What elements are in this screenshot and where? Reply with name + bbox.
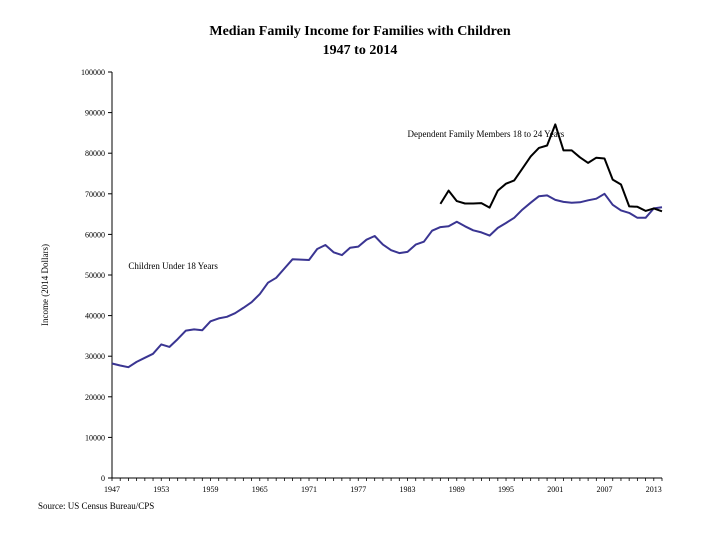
y-tick-label: 70000 — [85, 190, 105, 199]
x-tick-label: 1995 — [498, 485, 514, 494]
x-tick-label: 1983 — [400, 485, 416, 494]
series-line-1 — [111, 192, 663, 369]
y-tick-label: 10000 — [85, 433, 105, 442]
y-tick-label: 60000 — [85, 230, 105, 239]
x-tick-label: 1959 — [203, 485, 219, 494]
x-tick-label: 2013 — [646, 485, 662, 494]
x-tick-label: 1971 — [301, 485, 317, 494]
x-tick-label: 1977 — [350, 485, 366, 494]
series-line-2 — [439, 123, 663, 213]
y-tick-label: 80000 — [85, 149, 105, 158]
y-tick-label: 90000 — [85, 109, 105, 118]
x-tick-label: 2007 — [597, 485, 613, 494]
x-tick-label: 1947 — [104, 485, 120, 494]
source-note: Source: US Census Bureau/CPS — [38, 501, 155, 511]
y-tick-label: 50000 — [85, 271, 105, 280]
chart-title: Median Family Income for Families with C… — [209, 24, 511, 39]
annotation-2: Children Under 18 Years — [128, 261, 218, 271]
y-tick-label: 100000 — [81, 68, 105, 77]
x-tick-label: 2001 — [547, 485, 563, 494]
annotation-1: Dependent Family Members 18 to 24 Years — [408, 129, 565, 139]
y-tick-label: 30000 — [85, 352, 105, 361]
x-tick-label: 1965 — [252, 485, 268, 494]
y-tick-label: 40000 — [85, 312, 105, 321]
x-tick-label: 1953 — [153, 485, 169, 494]
y-tick-label: 0 — [101, 474, 105, 483]
y-tick-label: 20000 — [85, 393, 105, 402]
chart-subtitle: 1947 to 2014 — [322, 43, 398, 58]
x-tick-label: 1989 — [449, 485, 465, 494]
